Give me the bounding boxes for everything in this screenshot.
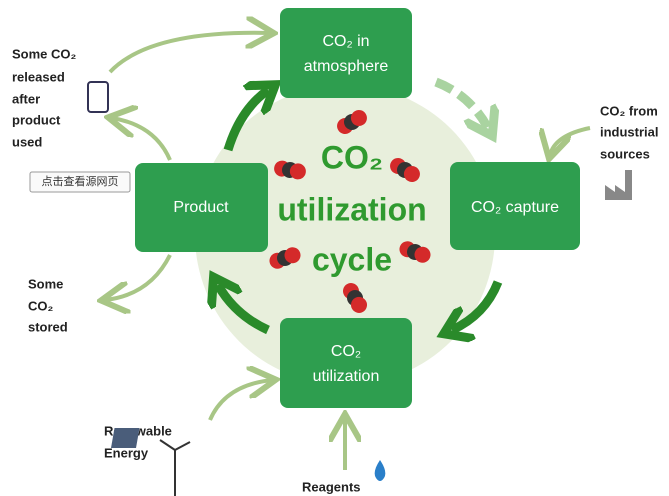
side-label: released <box>12 69 65 84</box>
node-box <box>280 318 412 408</box>
cycle-arrow <box>452 280 503 330</box>
drop-icon <box>374 460 386 481</box>
node-box <box>450 162 580 250</box>
flow-arrow <box>208 380 272 421</box>
node-box <box>280 8 412 98</box>
source-button[interactable] <box>29 171 131 193</box>
center-title: utilization <box>277 191 426 227</box>
source-button-label[interactable]: 点击查看源网页 <box>42 174 119 188</box>
cycle-arrow <box>218 285 270 335</box>
flow-arrow <box>112 118 172 161</box>
center-title: CO₂ <box>321 139 383 175</box>
cycle-arrow <box>434 77 488 128</box>
node-label: utilization <box>313 368 380 385</box>
side-label: Energy <box>104 445 149 460</box>
cycle-arrow <box>223 90 268 152</box>
side-label: Some <box>28 276 63 291</box>
side-label: Some CO₂ <box>12 46 77 61</box>
molecule-icons <box>269 110 431 313</box>
side-label: CO₂ <box>28 298 54 313</box>
side-label: industrial <box>600 124 659 139</box>
energy-icon <box>111 428 191 496</box>
side-label: Reagents <box>302 479 361 494</box>
node-label: CO₂ in <box>322 33 369 50</box>
side-label: used <box>12 134 42 149</box>
flow-arrow <box>550 126 591 155</box>
node-label: Product <box>173 199 229 216</box>
node-box <box>135 163 268 252</box>
center-title: cycle <box>312 241 392 277</box>
factory-icon <box>605 170 632 200</box>
side-label: sources <box>600 146 650 161</box>
flow-arrow <box>105 254 172 300</box>
cycle-background <box>195 85 495 385</box>
side-label: after <box>12 91 40 106</box>
side-label: product <box>12 112 61 127</box>
node-label: atmosphere <box>304 58 389 75</box>
node-label: CO₂ capture <box>471 199 559 216</box>
flow-arrow <box>108 33 270 74</box>
side-label: CO₂ from <box>600 103 658 118</box>
side-label: stored <box>28 319 68 334</box>
node-label: CO₂ <box>331 343 361 360</box>
fuel-icon <box>87 81 109 113</box>
